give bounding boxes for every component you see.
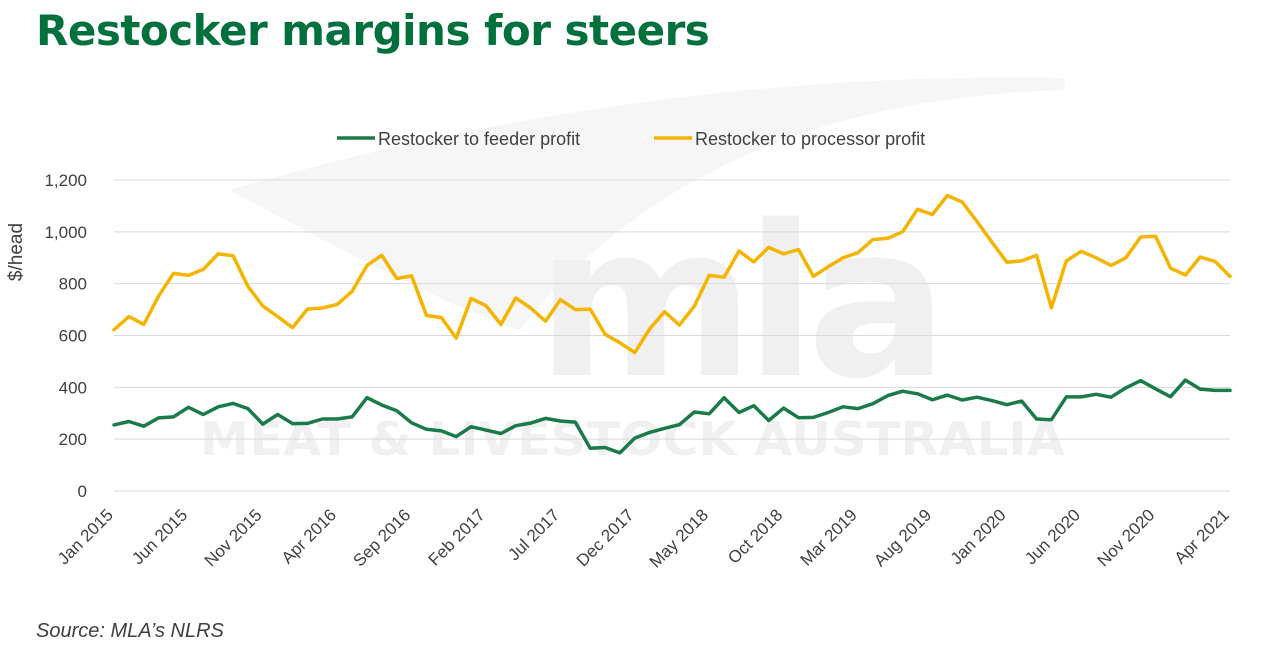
- x-tick-label: Feb 2017: [425, 505, 489, 569]
- x-tick-label: Nov 2020: [1094, 505, 1159, 570]
- chart-title: Restocker margins for steers: [36, 6, 710, 55]
- y-tick-label: 200: [59, 430, 87, 449]
- watermark-swoosh: [230, 77, 1065, 330]
- x-tick-label: Jan 2020: [947, 505, 1010, 568]
- series-line-feeder: [112, 378, 1232, 455]
- x-tick-label: Jun 2020: [1021, 505, 1084, 568]
- x-tick-label: Sep 2016: [350, 505, 415, 570]
- gridlines: [114, 179, 1230, 492]
- line-chart: mla MEAT & LIVESTOCK AUSTRALIA 0 200 400 60…: [6, 77, 1233, 572]
- legend-label-processor: Restocker to processor profit: [695, 129, 925, 149]
- x-tick-label: Jun 2015: [128, 505, 191, 568]
- x-tick-label: Jan 2015: [54, 505, 117, 568]
- y-tick-label: 1,200: [44, 171, 87, 190]
- y-axis-ticks: 0 200 400 600 800 1,000 1,200: [44, 171, 87, 501]
- x-tick-label: May 2018: [646, 505, 712, 571]
- y-tick-label: 0: [78, 482, 87, 501]
- x-tick-label: Oct 2018: [724, 505, 786, 567]
- legend-label-feeder: Restocker to feeder profit: [378, 129, 580, 149]
- legend: Restocker to feeder profit Restocker to p…: [337, 129, 925, 149]
- x-tick-label: Apr 2016: [278, 505, 340, 567]
- y-tick-label: 400: [59, 378, 87, 397]
- y-tick-label: 600: [59, 327, 87, 346]
- x-tick-label: Mar 2019: [797, 505, 861, 569]
- x-tick-label: Jul 2017: [504, 505, 563, 564]
- x-tick-label: Nov 2015: [201, 505, 266, 570]
- y-axis-label: $/head: [6, 223, 27, 281]
- source-note: Source: MLA’s NLRS: [36, 620, 224, 642]
- x-axis-ticks: Jan 2015 Jun 2015 Nov 2015 Apr 2016 Sep 2016…: [54, 505, 1233, 571]
- x-tick-label: Apr 2021: [1171, 505, 1233, 567]
- y-tick-label: 800: [59, 275, 87, 294]
- y-tick-label: 1,000: [44, 223, 87, 242]
- x-tick-label: Aug 2019: [870, 505, 935, 570]
- x-tick-label: Dec 2017: [573, 505, 638, 570]
- series-line-processor: [112, 193, 1232, 355]
- series-lines: [112, 193, 1232, 455]
- watermark-logo: mla: [536, 180, 939, 425]
- mla-watermark: mla MEAT & LIVESTOCK AUSTRALIA: [200, 77, 1065, 466]
